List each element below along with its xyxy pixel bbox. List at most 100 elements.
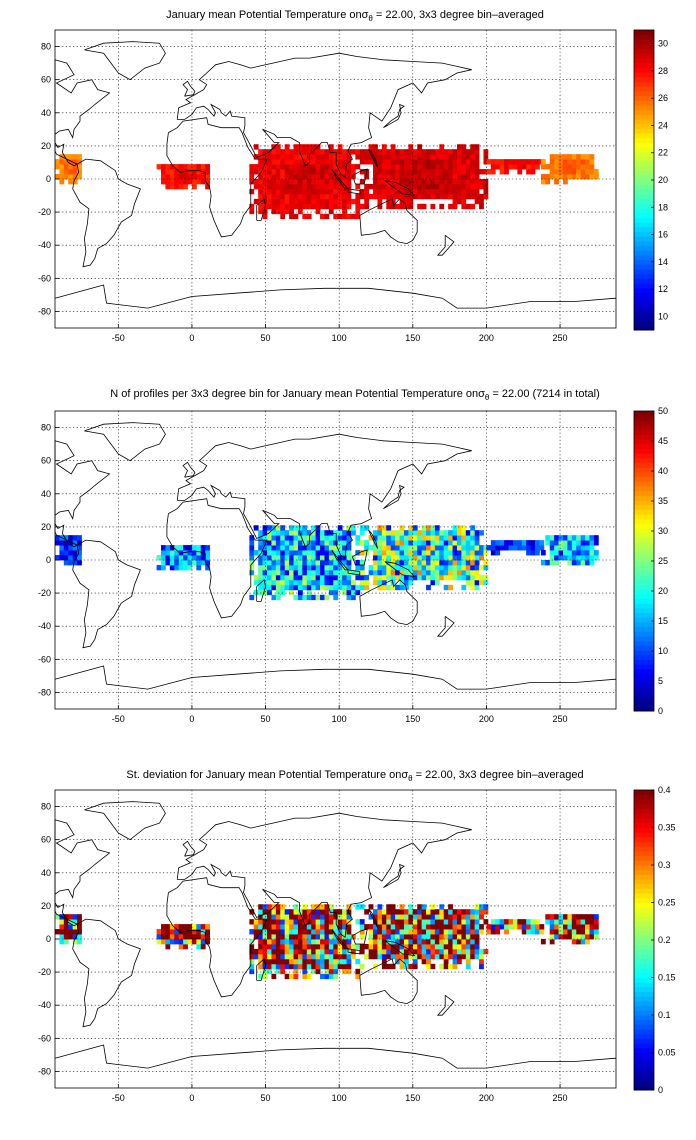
heatmap-cell xyxy=(328,174,334,180)
heatmap-cell xyxy=(554,154,559,160)
heatmap-cell xyxy=(465,203,471,210)
heatmap-cell xyxy=(443,958,449,965)
y-tick-label: -80 xyxy=(38,687,51,697)
heatmap-cell xyxy=(421,929,427,935)
heatmap-cell xyxy=(315,963,321,970)
heatmap-cell xyxy=(448,535,453,541)
heatmap-cell xyxy=(350,530,356,536)
heatmap-cell xyxy=(589,174,595,180)
heatmap-cell xyxy=(72,560,78,566)
heatmap-cell xyxy=(377,174,383,180)
colorbar-segment xyxy=(634,701,654,707)
heatmap-cell xyxy=(271,579,277,586)
heatmap-cell xyxy=(495,919,501,925)
heatmap-cell xyxy=(161,179,166,185)
heatmap-cell xyxy=(77,939,82,945)
heatmap-cell xyxy=(381,579,387,586)
heatmap-cell xyxy=(390,193,396,200)
heatmap-cell xyxy=(443,569,449,576)
heatmap-cell xyxy=(342,159,347,165)
heatmap-cell xyxy=(315,584,321,591)
heatmap-cell xyxy=(311,203,317,210)
heatmap-cell xyxy=(426,948,431,955)
heatmap-cell xyxy=(187,934,193,940)
heatmap-cell xyxy=(63,555,69,561)
heatmap-cell xyxy=(342,574,347,581)
heatmap-cell xyxy=(403,569,409,576)
heatmap-cell xyxy=(567,535,573,541)
heatmap-cell xyxy=(72,550,78,556)
heatmap-cell xyxy=(408,560,414,566)
heatmap-cell xyxy=(417,569,423,576)
heatmap-cell xyxy=(72,914,78,920)
heatmap-cell xyxy=(448,574,453,581)
heatmap-cell xyxy=(364,579,370,586)
heatmap-cell xyxy=(302,540,308,546)
heatmap-cell xyxy=(55,540,60,546)
heatmap-cell xyxy=(452,943,458,950)
heatmap-cell xyxy=(408,530,414,536)
heatmap-cell xyxy=(421,535,427,541)
heatmap-cell xyxy=(328,550,334,556)
heatmap-cell xyxy=(386,555,392,561)
heatmap-cell xyxy=(408,924,414,930)
colorbar-segment xyxy=(634,231,654,237)
colorbar-segment xyxy=(634,636,654,642)
heatmap-cell xyxy=(443,535,449,541)
heatmap-cell xyxy=(161,169,166,175)
coastline xyxy=(436,994,455,1016)
heatmap-cell xyxy=(306,555,312,561)
heatmap-cell xyxy=(302,545,308,551)
heatmap-cell xyxy=(280,149,286,155)
heatmap-cell xyxy=(452,164,458,170)
heatmap-cell xyxy=(593,555,599,561)
heatmap-cell xyxy=(320,154,325,160)
heatmap-cell xyxy=(333,540,339,546)
heatmap-cell xyxy=(470,144,476,150)
heatmap-cell xyxy=(337,560,343,566)
heatmap-cell xyxy=(448,188,453,195)
heatmap-cell xyxy=(517,164,523,170)
heatmap-cell xyxy=(461,929,467,935)
heatmap-cell xyxy=(280,188,286,195)
heatmap-cell xyxy=(342,914,347,920)
heatmap-cell xyxy=(381,159,387,165)
heatmap-cell xyxy=(249,169,255,175)
heatmap-cell xyxy=(368,564,374,571)
heatmap-cell xyxy=(174,929,180,935)
heatmap-cell xyxy=(412,525,418,531)
heatmap-cell xyxy=(452,953,458,960)
heatmap-cell xyxy=(293,924,299,930)
heatmap-cell xyxy=(408,550,414,556)
colorbar-segment xyxy=(634,897,654,903)
colorbar-segment xyxy=(634,1080,654,1086)
heatmap-cell xyxy=(443,550,449,556)
heatmap-cell xyxy=(271,154,277,160)
heatmap-cell xyxy=(275,924,281,930)
heatmap-cell xyxy=(161,545,166,551)
heatmap-cell xyxy=(377,535,383,541)
heatmap-cell xyxy=(386,943,392,950)
heatmap-cell xyxy=(558,164,564,170)
colorbar-segment xyxy=(634,514,654,520)
heatmap-cell xyxy=(63,154,69,160)
colorbar-segment xyxy=(634,883,654,889)
heatmap-cell xyxy=(306,948,312,955)
colorbar-segment xyxy=(634,240,654,247)
heatmap-cell xyxy=(253,953,259,960)
heatmap-cell xyxy=(262,174,268,180)
heatmap-cell xyxy=(68,169,74,175)
coastline xyxy=(331,549,349,571)
heatmap-cell xyxy=(346,183,352,190)
heatmap-cell xyxy=(443,574,449,581)
heatmap-cell xyxy=(526,919,531,925)
colorbar-segment xyxy=(634,888,654,894)
heatmap-cell xyxy=(306,934,312,940)
heatmap-cell xyxy=(465,154,471,160)
heatmap-cell xyxy=(479,555,484,561)
heatmap-cell xyxy=(439,550,445,556)
heatmap-cell xyxy=(381,530,387,536)
colorbar-segment xyxy=(634,165,654,172)
heatmap-cell xyxy=(324,968,330,975)
